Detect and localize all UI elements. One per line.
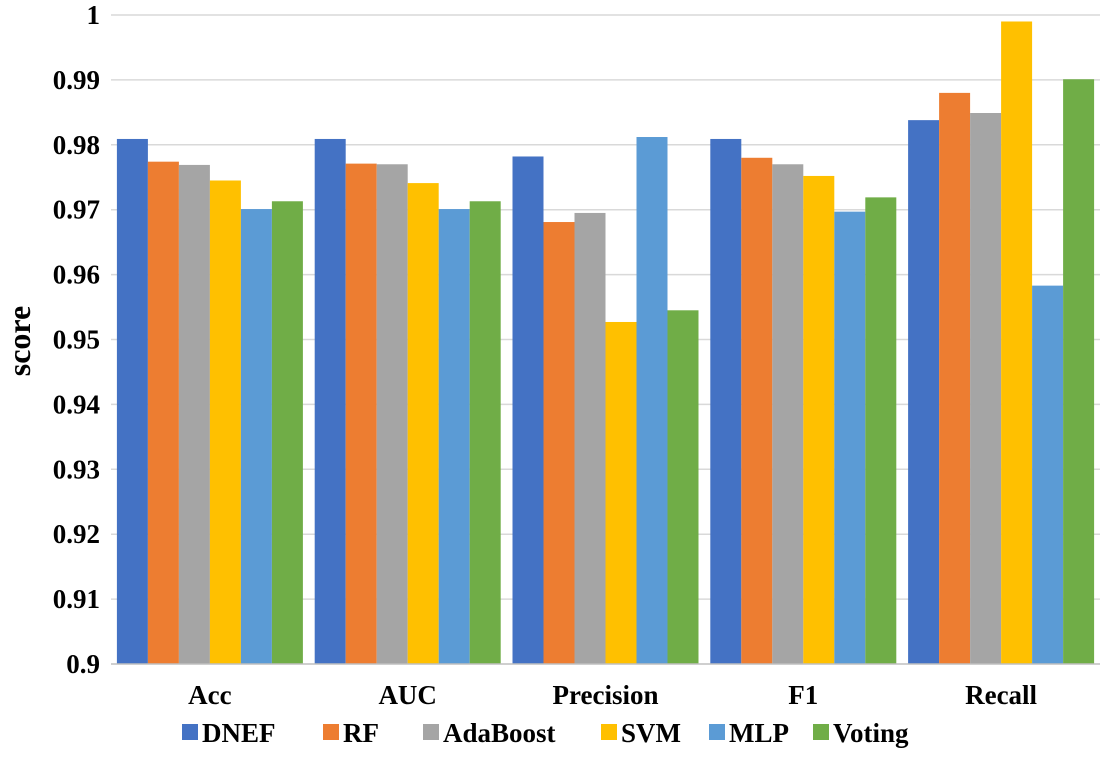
bar-rf-auc: [345, 163, 377, 664]
legend-swatch-rf: [323, 724, 339, 740]
bar-svm-acc: [209, 180, 241, 664]
bar-rf-recall: [939, 92, 971, 664]
bar-adaboost-acc: [178, 164, 210, 664]
y-tick-labels: 0.9 0.91 0.92 0.93 0.94 0.95 0.96 0.97 0.98 0.99 1: [53, 0, 100, 679]
x-category-label-auc: AUC: [378, 680, 437, 710]
y-tick-label: 0.92: [53, 519, 100, 549]
bar-svm-f1: [803, 175, 835, 664]
bars: [116, 21, 1095, 665]
legend-label-adaboost: AdaBoost: [443, 718, 556, 748]
y-tick-label: 0.98: [53, 130, 100, 160]
bar-dnef-recall: [908, 120, 940, 664]
bar-adaboost-auc: [376, 164, 408, 664]
legend-swatch-mlp: [709, 724, 725, 740]
bar-voting-acc: [271, 201, 303, 664]
bar-adaboost-f1: [772, 164, 804, 664]
bar-svm-auc: [407, 183, 439, 664]
bar-adaboost-recall: [970, 112, 1002, 664]
y-tick-label: 0.99: [53, 65, 100, 95]
x-category-label-precision: Precision: [553, 680, 659, 710]
bar-voting-f1: [865, 197, 897, 664]
bar-adaboost-precision: [574, 212, 606, 664]
bar-dnef-acc: [116, 138, 148, 665]
y-tick-label: 1: [87, 0, 101, 30]
bar-mlp-auc: [438, 209, 470, 664]
bar-mlp-acc: [240, 209, 272, 664]
bar-svm-recall: [1001, 21, 1033, 665]
y-tick-label: 0.96: [53, 260, 100, 290]
bar-dnef-auc: [314, 138, 346, 665]
bar-mlp-precision: [636, 137, 668, 665]
x-category-labels: Acc AUC Precision F1 Recall: [188, 680, 1037, 710]
bar-mlp-recall: [1032, 285, 1064, 664]
x-category-label-f1: F1: [788, 680, 818, 710]
legend-swatch-voting: [813, 724, 829, 740]
y-axis-title: score: [1, 306, 37, 376]
bar-voting-recall: [1063, 79, 1095, 665]
legend-swatch-adaboost: [423, 724, 439, 740]
x-category-label-acc: Acc: [188, 680, 231, 710]
bar-svm-precision: [605, 321, 637, 664]
bar-voting-precision: [667, 310, 699, 664]
bar-rf-acc: [147, 161, 179, 664]
bar-mlp-f1: [834, 211, 866, 664]
legend-label-rf: RF: [343, 718, 379, 748]
legend-label-dnef: DNEF: [202, 718, 276, 748]
y-tick-label: 0.9: [66, 649, 100, 679]
bar-dnef-f1: [710, 138, 742, 665]
x-category-label-recall: Recall: [965, 680, 1037, 710]
y-tick-label: 0.95: [53, 325, 100, 355]
y-tick-label: 0.97: [53, 195, 100, 225]
legend-swatch-dnef: [182, 724, 198, 740]
y-tick-label: 0.93: [53, 454, 100, 484]
y-tick-label: 0.94: [53, 389, 100, 419]
bar-dnef-precision: [512, 156, 544, 664]
bar-rf-precision: [543, 222, 575, 664]
legend-label-svm: SVM: [621, 718, 681, 748]
legend: DNEF RF AdaBoost SVM MLP Voting: [182, 718, 909, 748]
legend-label-voting: Voting: [833, 718, 909, 748]
bar-voting-auc: [469, 201, 501, 664]
y-tick-label: 0.91: [53, 584, 100, 614]
legend-label-mlp: MLP: [729, 718, 789, 748]
bar-rf-f1: [741, 157, 773, 664]
legend-swatch-svm: [601, 724, 617, 740]
